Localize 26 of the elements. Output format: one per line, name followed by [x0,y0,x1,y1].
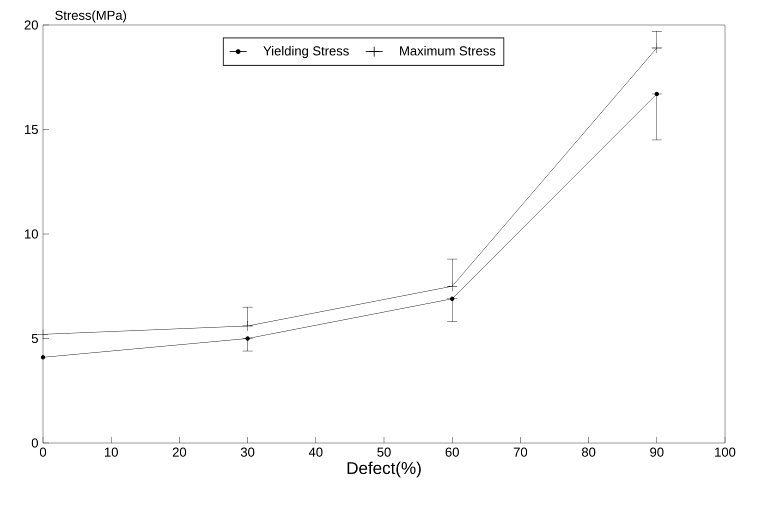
legend-label: Maximum Stress [400,46,496,56]
y-axis-title: Stress(MPa) [55,10,126,22]
y-tick-label: 15 [24,124,38,134]
point [652,42,662,54]
x-tick-label: 30 [240,448,254,457]
point [40,355,46,360]
x-tick-label: 80 [582,448,596,457]
point [38,329,48,340]
y-tick-label: 5 [32,334,38,344]
legend-label: Yielding Stress [263,46,349,58]
x-tick-label: 50 [377,448,391,457]
y-tick-label: 20 [24,20,38,30]
x-tick-label: 60 [446,448,459,457]
x-tick-label: 90 [650,448,664,457]
y-tick-label: 0 [32,438,38,448]
point [242,320,253,332]
x-tick-label: 20 [172,448,186,457]
x-tick-label: 100 [715,448,736,457]
y-tick-label: 10 [24,229,38,239]
point [654,92,660,96]
x-tick-label: 70 [514,448,528,457]
x-tick-label: 10 [104,448,118,457]
point [447,281,458,292]
x-axis-title: Defect(%) [348,462,421,478]
x-tick-label: 40 [308,448,323,457]
x-tick-label: 0 [40,448,46,457]
